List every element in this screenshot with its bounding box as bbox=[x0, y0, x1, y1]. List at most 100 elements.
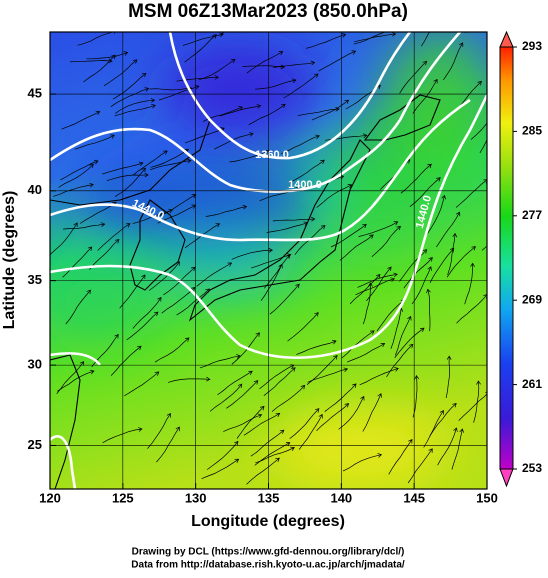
streamline-arrow bbox=[114, 333, 119, 339]
streamline-arrow bbox=[285, 442, 291, 447]
streamline-arrow bbox=[377, 453, 383, 458]
streamline-arrow bbox=[362, 223, 367, 229]
streamline bbox=[362, 283, 371, 325]
streamline-arrow bbox=[242, 204, 248, 210]
streamline bbox=[298, 414, 323, 450]
streamline-arrow bbox=[279, 429, 285, 435]
streamline-arrow bbox=[315, 134, 320, 140]
streamline bbox=[65, 289, 91, 325]
streamline bbox=[231, 249, 273, 260]
streamline bbox=[250, 254, 291, 269]
y-tick-label: 45 bbox=[28, 86, 42, 101]
streamline-arrow bbox=[419, 327, 425, 333]
streamline bbox=[102, 428, 142, 444]
streamline bbox=[376, 299, 406, 332]
streamline bbox=[242, 65, 285, 68]
streamline bbox=[147, 413, 171, 449]
streamline bbox=[58, 163, 94, 188]
streamline-arrow bbox=[157, 296, 162, 302]
streamline-arrow bbox=[422, 249, 428, 254]
streamline bbox=[126, 311, 159, 341]
streamline bbox=[246, 457, 280, 485]
x-tick-label: 130 bbox=[185, 490, 207, 505]
streamline-arrow bbox=[368, 282, 373, 287]
streamline bbox=[470, 122, 487, 140]
colorbar-max-arrow bbox=[499, 30, 514, 48]
streamline bbox=[97, 223, 131, 251]
streamline-arrow bbox=[89, 182, 94, 188]
streamline bbox=[283, 73, 319, 99]
streamline-arrow bbox=[249, 132, 254, 137]
streamline bbox=[62, 223, 105, 230]
streamline bbox=[341, 330, 375, 359]
streamline bbox=[159, 194, 196, 217]
streamline bbox=[114, 167, 146, 197]
streamline bbox=[437, 427, 457, 466]
streamline bbox=[400, 163, 432, 194]
streamline-arrow bbox=[389, 28, 393, 32]
streamline-arrow bbox=[407, 315, 412, 321]
streamline-arrow bbox=[215, 223, 221, 228]
streamline bbox=[115, 99, 155, 114]
streamline-arrow bbox=[449, 247, 455, 253]
streamline-arrow bbox=[141, 72, 147, 78]
streamline bbox=[260, 264, 283, 301]
streamline bbox=[288, 159, 325, 184]
streamline-arrow bbox=[184, 337, 190, 342]
streamline-arrow bbox=[144, 172, 149, 178]
streamline-arrow bbox=[347, 184, 353, 189]
streamline bbox=[354, 33, 396, 43]
streamline bbox=[86, 52, 128, 60]
streamline bbox=[74, 134, 115, 150]
streamline bbox=[306, 33, 346, 49]
streamline bbox=[412, 79, 438, 114]
streamline-arrow bbox=[489, 1, 493, 5]
streamline-arrow bbox=[255, 332, 260, 337]
streamline-arrow bbox=[220, 127, 225, 132]
streamline bbox=[110, 88, 149, 107]
streamline bbox=[421, 32, 430, 47]
streamline-arrow bbox=[268, 247, 273, 253]
streamline bbox=[318, 50, 356, 72]
streamline-arrow bbox=[89, 369, 95, 375]
streamline-arrow bbox=[278, 51, 284, 56]
streamline bbox=[456, 294, 487, 324]
streamline-arrow bbox=[394, 367, 399, 372]
streamline bbox=[353, 32, 387, 45]
streamline-arrow bbox=[477, 80, 482, 86]
streamline bbox=[103, 59, 138, 87]
streamline-arrow bbox=[344, 403, 350, 408]
streamline-arrow bbox=[138, 427, 143, 432]
streamline bbox=[423, 410, 444, 448]
streamline bbox=[52, 184, 94, 197]
streamline-arrow bbox=[291, 78, 297, 84]
streamline bbox=[399, 249, 427, 282]
streamline bbox=[149, 87, 192, 91]
streamline-arrow bbox=[436, 177, 441, 182]
streamline bbox=[445, 356, 450, 398]
streamline-arrow bbox=[414, 375, 419, 380]
streamline bbox=[182, 33, 224, 46]
streamline-arrow bbox=[295, 283, 300, 289]
streamline-arrow bbox=[436, 8, 440, 12]
streamline-arrow bbox=[163, 150, 168, 155]
streamline-arrow bbox=[234, 440, 239, 446]
streamline bbox=[263, 367, 296, 396]
streamline bbox=[196, 262, 232, 287]
streamline bbox=[339, 234, 374, 261]
streamline bbox=[57, 370, 95, 392]
streamline-arrow bbox=[153, 311, 159, 317]
streamline-arrow bbox=[114, 239, 120, 244]
streamline-arrow bbox=[428, 256, 433, 262]
streamline-arrow bbox=[387, 266, 392, 271]
streamline bbox=[154, 337, 190, 363]
streamline-arrow bbox=[333, 354, 338, 360]
streamline-arrow bbox=[230, 58, 236, 64]
streamline-arrow bbox=[369, 330, 375, 335]
y-tick-label: 30 bbox=[28, 357, 42, 372]
streamline bbox=[79, 202, 117, 224]
streamline-arrow bbox=[234, 458, 240, 463]
streamline bbox=[296, 340, 337, 355]
streamline-arrow bbox=[73, 222, 78, 227]
streamline bbox=[427, 195, 445, 234]
